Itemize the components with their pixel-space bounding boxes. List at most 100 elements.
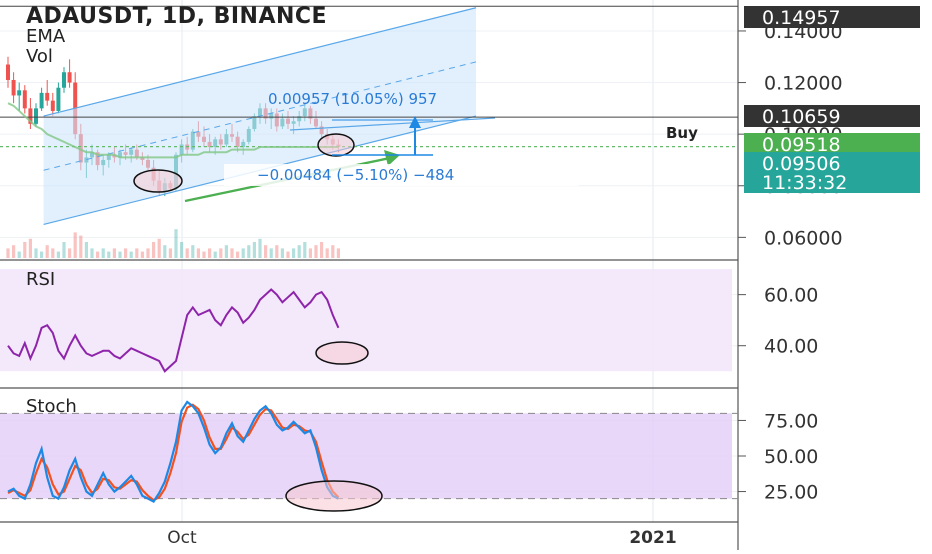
price-tick-label: 0.06000 (764, 227, 843, 249)
volume-bar (280, 248, 284, 258)
candle-body (39, 92, 44, 109)
candle-body (17, 90, 22, 96)
candle-body (45, 92, 50, 101)
time-axis-label: 2021 (629, 528, 676, 548)
channel-upper-line (43, 7, 477, 117)
candle-body (67, 72, 72, 83)
ema-line (7, 102, 339, 159)
volume-bar (230, 248, 234, 258)
volume-bar (90, 248, 94, 258)
channel-mid-line (43, 61, 477, 171)
price-tick-label: 0.12000 (764, 73, 843, 95)
volume-bar (236, 251, 240, 258)
volume-bar (124, 248, 128, 258)
vol-legend[interactable]: Vol (26, 46, 53, 67)
volume-bar (101, 248, 105, 258)
volume-bar (135, 248, 139, 258)
volume-bar (185, 248, 189, 258)
stoch-highlight-ellipse (285, 480, 383, 512)
rsi-label: RSI (26, 269, 55, 290)
volume-bar (40, 251, 44, 258)
volume-bar (308, 248, 312, 258)
volume-bar (168, 248, 172, 258)
price-tag-label: 0.09506 (762, 153, 841, 175)
volume-bar (241, 248, 245, 258)
ema-legend[interactable]: EMA (26, 26, 66, 47)
volume-bar (292, 248, 296, 258)
candle-body (34, 108, 38, 124)
rsi-tick-label: 40.00 (764, 336, 818, 358)
price-tag-label: 11:33:32 (762, 172, 847, 194)
volume-bar (79, 235, 83, 258)
volume-bar (84, 242, 88, 258)
price-tag-label: 0.10659 (762, 106, 841, 128)
price-tag (744, 152, 920, 174)
price-axis[interactable]: 0.140000.120000.100000.080000.0600060.00… (738, 6, 920, 504)
measure-arrow-head (409, 116, 421, 128)
volume-bar (146, 248, 150, 258)
volume-bar (23, 242, 27, 258)
volume-bar (6, 248, 10, 258)
stoch-label: Stoch (26, 396, 77, 417)
candle-body (50, 100, 55, 111)
volume-bar (28, 238, 32, 258)
channel-extension-line (289, 117, 496, 131)
drawing-tools-layer[interactable]: 0.00957 (10.05%) 957 −0.00484 (−5.10%) −4… (0, 5, 738, 226)
volume-bar (297, 245, 301, 258)
stoch-tick-label: 50.00 (764, 446, 818, 468)
volume-bar (34, 248, 38, 258)
volume-bar (303, 242, 307, 258)
volume-bar (140, 251, 144, 258)
volume-bar (129, 251, 133, 258)
stoch-tick-label: 25.00 (764, 482, 818, 504)
volume-bar (275, 245, 279, 258)
buy-label: Buy (666, 124, 698, 142)
symbol-title[interactable]: ADAUSDT, 1D, BINANCE (26, 4, 328, 29)
volume-bar (73, 232, 77, 258)
volume-bar (269, 248, 273, 258)
rsi-highlight-ellipse (315, 341, 369, 365)
volume-bar (12, 245, 16, 258)
volume-bar (17, 251, 21, 258)
volume-bar (331, 245, 335, 258)
volume-bar (45, 245, 49, 258)
volume-bar (247, 245, 251, 258)
price-tag (744, 133, 920, 155)
volume-bar (314, 245, 318, 258)
stoch-d-line (7, 403, 340, 502)
volume-bar (68, 248, 72, 258)
volume-bar (191, 245, 195, 258)
price-tag (744, 171, 920, 193)
volume-bar (219, 248, 223, 258)
upper-measure-label: 0.00957 (10.05%) 957 (268, 90, 437, 108)
price-tag (744, 6, 920, 28)
price-tag-label: 0.14957 (762, 7, 841, 29)
volume-bar (96, 251, 100, 258)
volume-bar (320, 242, 324, 258)
candle-body (11, 79, 16, 96)
volume-bar (62, 242, 66, 258)
time-axis-label: Oct (167, 528, 197, 548)
price-tag (744, 105, 920, 127)
volume-bar (213, 251, 217, 258)
stoch-k-line (7, 400, 339, 503)
indicators-layer: RSI Stoch Oct 2021 (7, 269, 677, 548)
volume-bar (107, 251, 111, 258)
volume-bar (152, 242, 156, 258)
lower-measure-bg (224, 164, 579, 186)
stoch-tick-label: 75.00 (764, 410, 818, 432)
volume-bar (163, 245, 167, 258)
volume-bar (264, 245, 268, 258)
volume-bar (202, 251, 206, 258)
rsi-tick-label: 60.00 (764, 285, 818, 307)
volume-bar (180, 242, 184, 258)
volume-bar (252, 242, 256, 258)
volume-bar (336, 248, 340, 258)
volume-bar (208, 248, 212, 258)
low-highlight-ellipse (133, 169, 183, 193)
volume-bar (196, 248, 200, 258)
candle-body (62, 72, 66, 88)
volume-layer (6, 229, 340, 258)
